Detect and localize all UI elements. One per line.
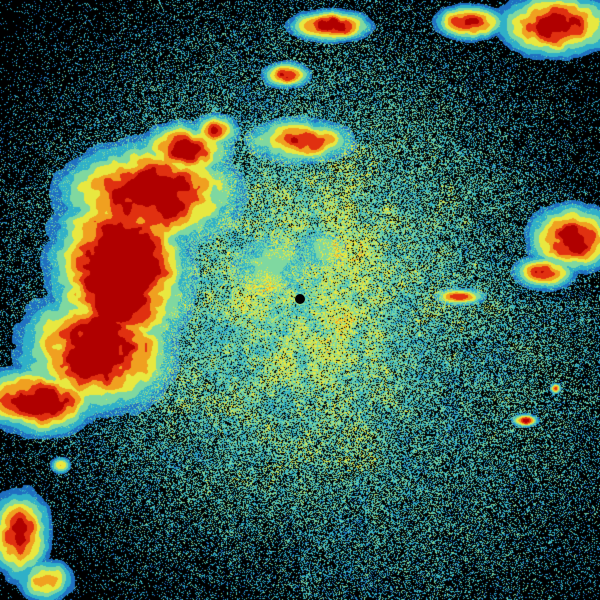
radar-site-marker	[295, 294, 305, 304]
